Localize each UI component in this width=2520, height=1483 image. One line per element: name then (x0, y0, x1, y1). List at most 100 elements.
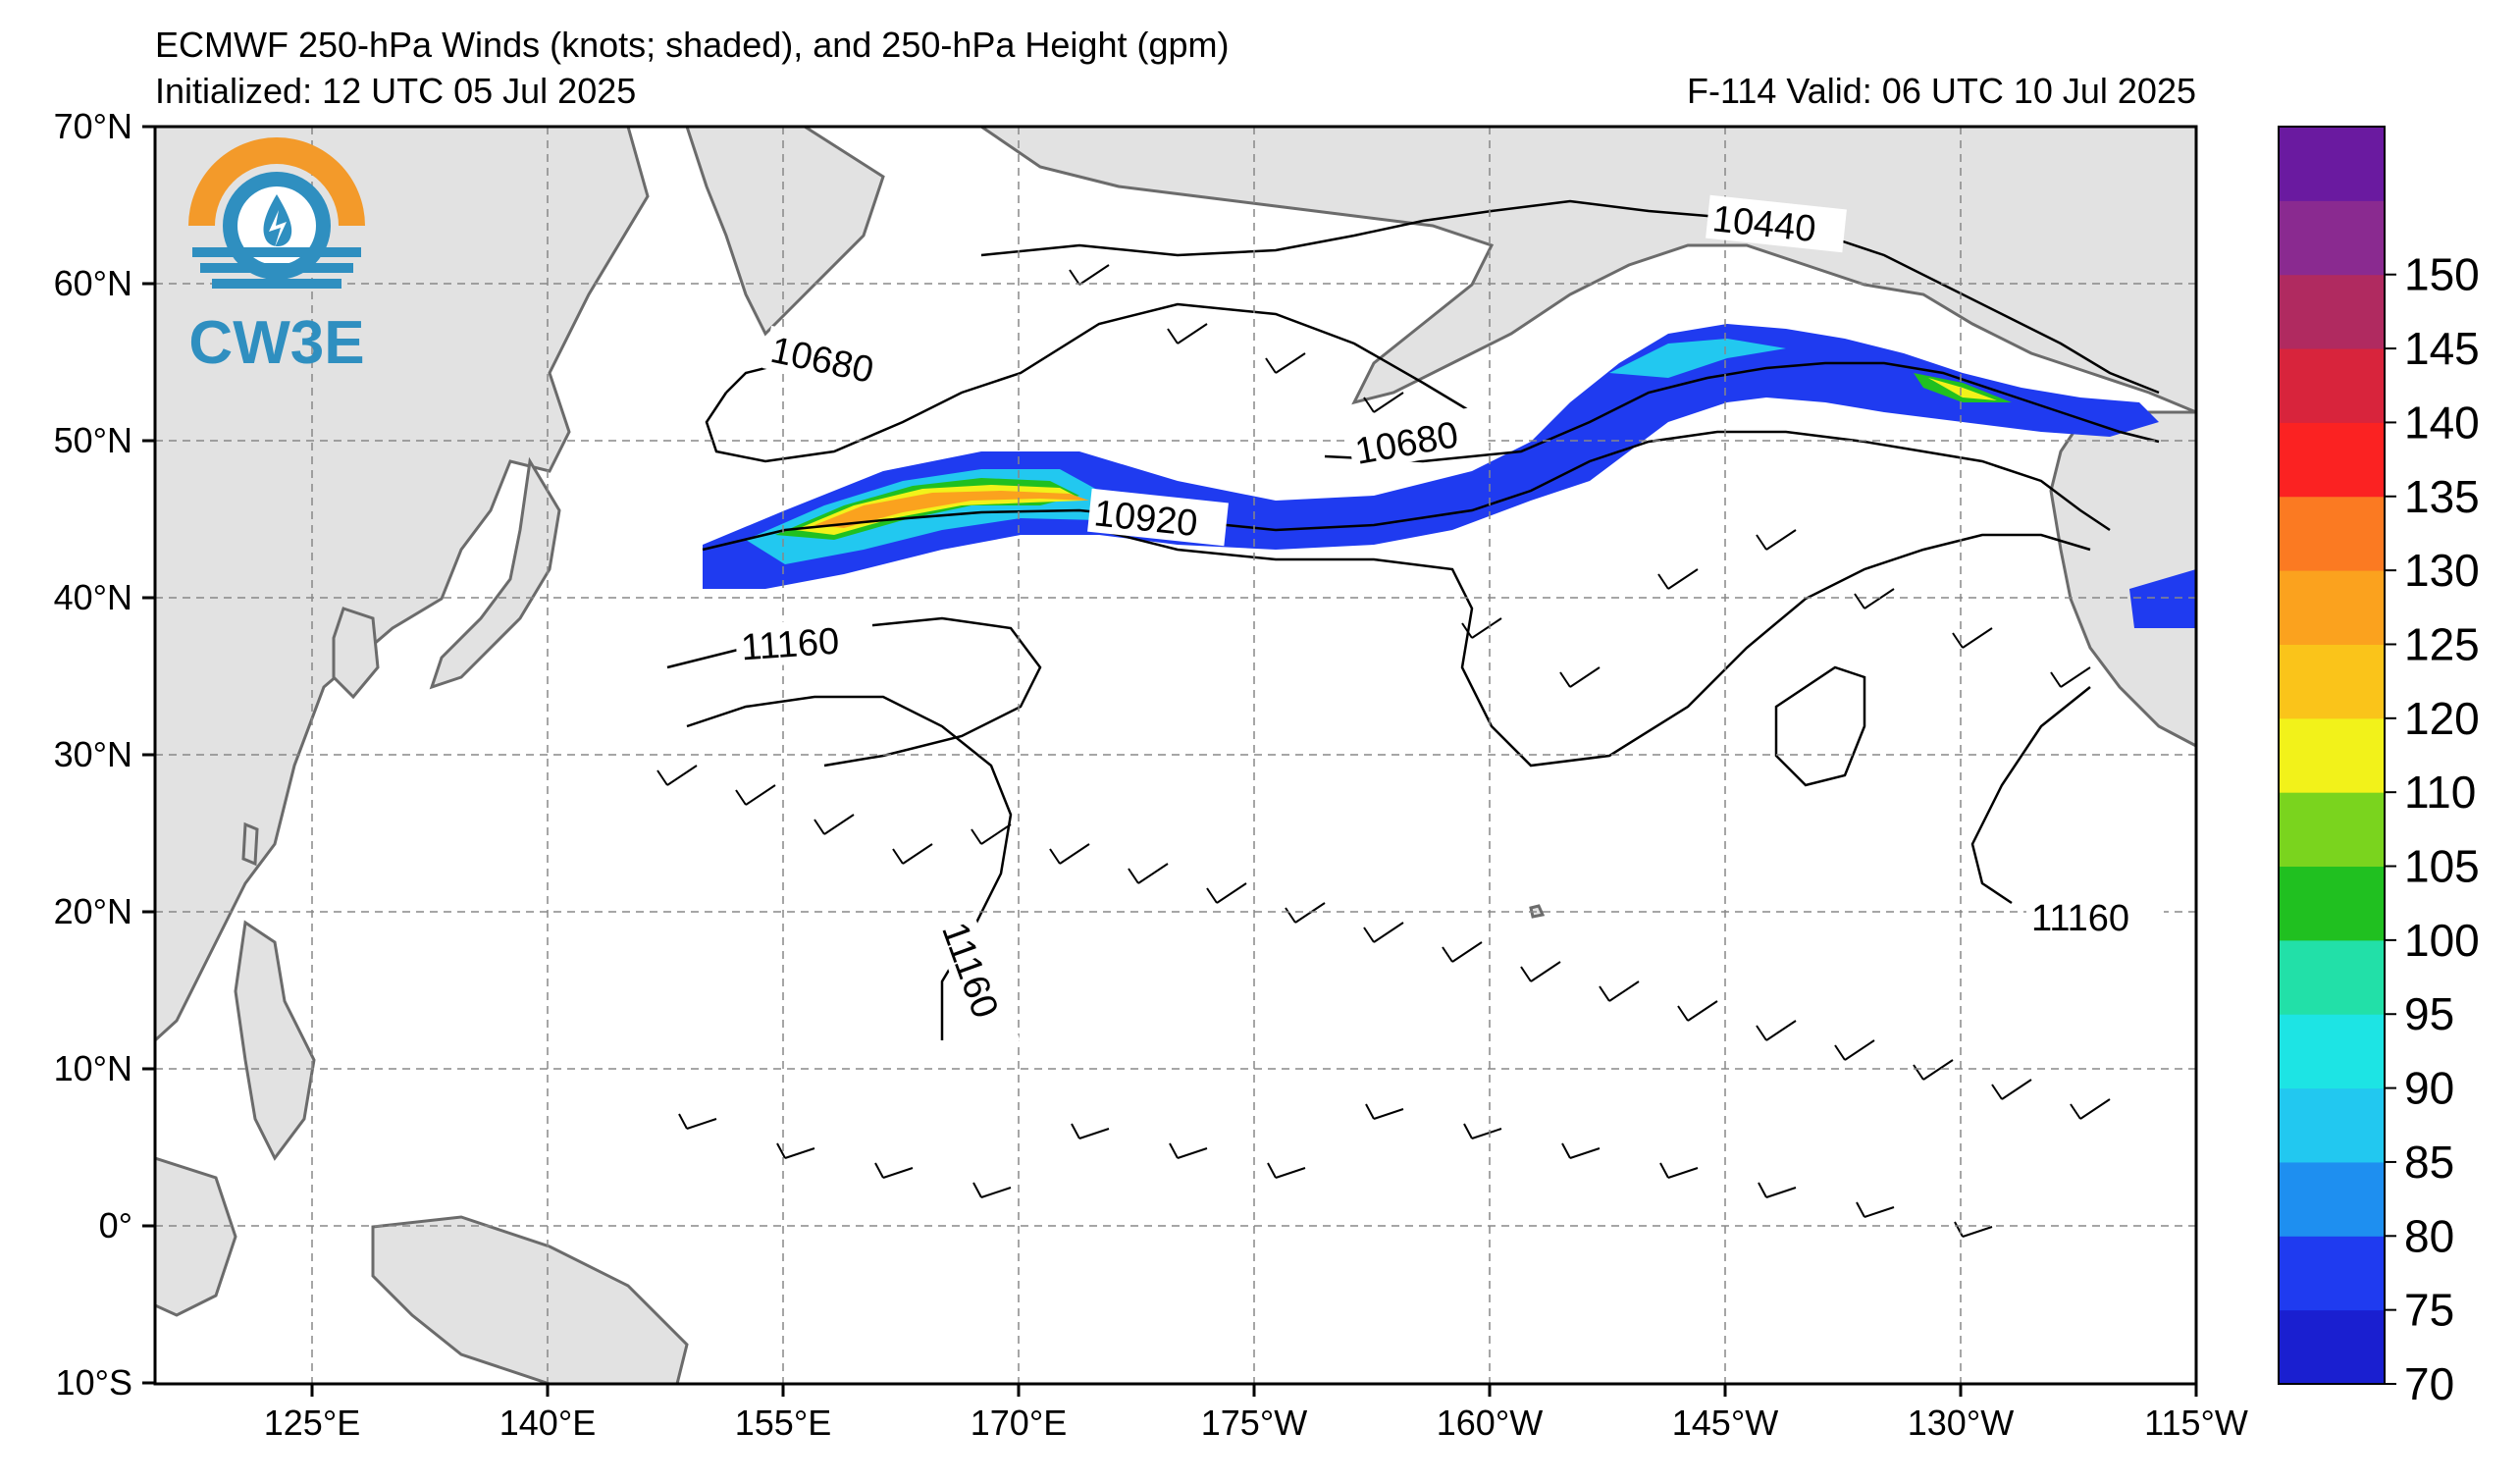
lat-label: 70°N (54, 106, 132, 146)
wind-barb (971, 823, 1012, 845)
valid-time: F-114 Valid: 06 UTC 10 Jul 2025 (1687, 71, 2196, 111)
wind-barb (892, 843, 933, 865)
alaska-landmass (978, 127, 2196, 414)
logo-text: CW3E (188, 309, 364, 377)
wind-barb (1365, 1103, 1404, 1120)
colorbar-swatch (2279, 644, 2385, 719)
colorbar-label: 90 (2404, 1063, 2454, 1114)
jet-band-socal (2129, 569, 2196, 628)
wind-barb (1461, 617, 1502, 639)
graticule (155, 127, 2196, 1384)
colorbar-swatch (2279, 570, 2385, 645)
philippines-landmass (234, 920, 316, 1161)
lon-label: 140°E (499, 1403, 596, 1443)
lat-label: 10°N (54, 1048, 132, 1088)
wind-barb (1128, 863, 1169, 884)
korea-landmass (332, 607, 380, 700)
wind-barb (1169, 1142, 1208, 1159)
lon-label: 170°E (971, 1403, 1067, 1443)
wind-barb (2070, 1098, 2111, 1120)
colorbar-swatch (2279, 274, 2385, 349)
contour-10920 (702, 430, 2111, 552)
colorbar-label: 110 (2404, 767, 2476, 818)
wind-barb (1559, 666, 1601, 688)
colorbar-swatch (2279, 1236, 2385, 1311)
wind-barb (656, 765, 698, 786)
lat-axis: 70°N 60°N 50°N 40°N 30°N 20°N 10°N 0° 10… (54, 106, 132, 1403)
wind-barbs (656, 264, 2111, 1238)
wind-barb (678, 1113, 717, 1130)
colorbar-swatch (2279, 200, 2385, 276)
wind-barb (1520, 961, 1561, 982)
colorbar-swatch (2279, 422, 2385, 498)
colorbar-label: 130 (2404, 545, 2480, 596)
lat-ticks (142, 125, 155, 1385)
contour-10680-west (705, 302, 1473, 463)
lat-label: 40°N (54, 577, 132, 617)
colorbar-label: 125 (2404, 618, 2480, 669)
colorbar-label: 140 (2404, 397, 2480, 448)
lat-label: 50°N (54, 420, 132, 460)
colorbar-swatch (2279, 1309, 2385, 1385)
wind-barb (1442, 941, 1483, 963)
colorbar-frame (2278, 126, 2386, 1385)
wind-barb (814, 814, 855, 835)
cw3e-logo: CW3E (188, 137, 365, 377)
contour-10680-east (1324, 361, 2160, 463)
wind-barb (1756, 529, 1797, 551)
wind-barb (1954, 1221, 1993, 1238)
lat-label: 10°S (56, 1362, 132, 1403)
colorbar-label: 80 (2404, 1210, 2454, 1261)
wind-barb (1952, 627, 1993, 649)
taiwan-landmass (241, 821, 259, 867)
wind-barb (1659, 1162, 1699, 1179)
wind-barb (1363, 392, 1404, 413)
japan-landmass (429, 456, 561, 690)
wind-barb (1854, 588, 1895, 609)
jet-band-coast-110 (1928, 378, 1997, 400)
logo-sun-arc (188, 137, 365, 226)
wind-barb (1167, 323, 1208, 344)
lat-label: 30°N (54, 734, 132, 774)
wind-barb (1657, 568, 1699, 590)
lon-label: 125°E (264, 1403, 360, 1443)
colorbar-swatch (2279, 1161, 2385, 1237)
colorbar-label: 135 (2404, 471, 2480, 522)
contour-11160-east (1774, 665, 1866, 787)
land-masses (155, 127, 2196, 1384)
colorbar-swatch (2279, 348, 2385, 423)
wind-barb (1265, 352, 1306, 374)
new-guinea-landmass (371, 1215, 689, 1384)
logo-drop-icon (263, 194, 292, 246)
lat-label: 20°N (54, 891, 132, 931)
wind-barb (1991, 1079, 2032, 1100)
map-area: 10440 10680 10680 10920 11160 11160 1116… (155, 127, 2196, 1384)
colorbar-swatch (2279, 127, 2385, 201)
colorbar-label: 105 (2404, 841, 2480, 892)
wind-barb (1285, 902, 1326, 924)
colorbar-label: 70 (2404, 1358, 2454, 1409)
wind-barb (1206, 882, 1247, 904)
lat-label: 0° (99, 1205, 132, 1245)
colorbar-label: 85 (2404, 1137, 2454, 1188)
contour-11160-subtropical (1098, 528, 2091, 768)
colorbar-swatch (2279, 1087, 2385, 1163)
colorbar-swatch (2279, 1014, 2385, 1089)
colorbar: 70 75 80 85 90 95 100 105 110 120 125 130 135 140 145 1… (2278, 126, 2480, 1409)
wind-barb (776, 1142, 815, 1159)
figure-title: ECMWF 250-hPa Winds (knots; shaded), and… (155, 25, 1229, 65)
contour-10440 (980, 199, 2160, 395)
lon-axis: 125°E 140°E 155°E 170°E 175°W 160°W 145°… (264, 1403, 2248, 1443)
colorbar-label: 95 (2404, 988, 2454, 1039)
colorbar-label: 120 (2404, 693, 2480, 744)
colorbar-label: 145 (2404, 323, 2480, 374)
wind-barb (1363, 922, 1404, 943)
wind-barb (1677, 1000, 1718, 1022)
lon-label: 115°W (2144, 1403, 2248, 1443)
wind-barb (972, 1182, 1012, 1198)
jet-band-70 (703, 324, 2159, 589)
contour-label-11160-c: 11160 (2031, 898, 2129, 939)
wind-barb (1267, 1162, 1306, 1179)
lon-label: 130°W (1908, 1403, 2014, 1443)
